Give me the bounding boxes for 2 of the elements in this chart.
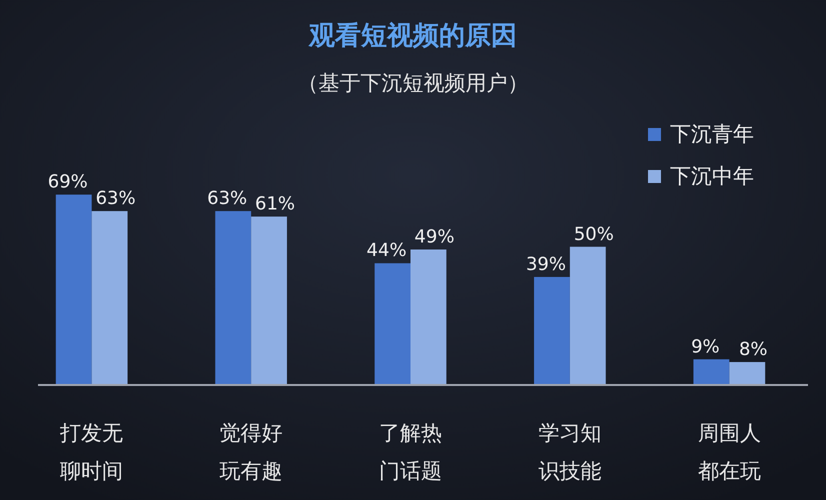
title: 观看短视频的原因	[309, 21, 517, 51]
subtitle: （基于下沉短视频用户）	[298, 71, 528, 95]
